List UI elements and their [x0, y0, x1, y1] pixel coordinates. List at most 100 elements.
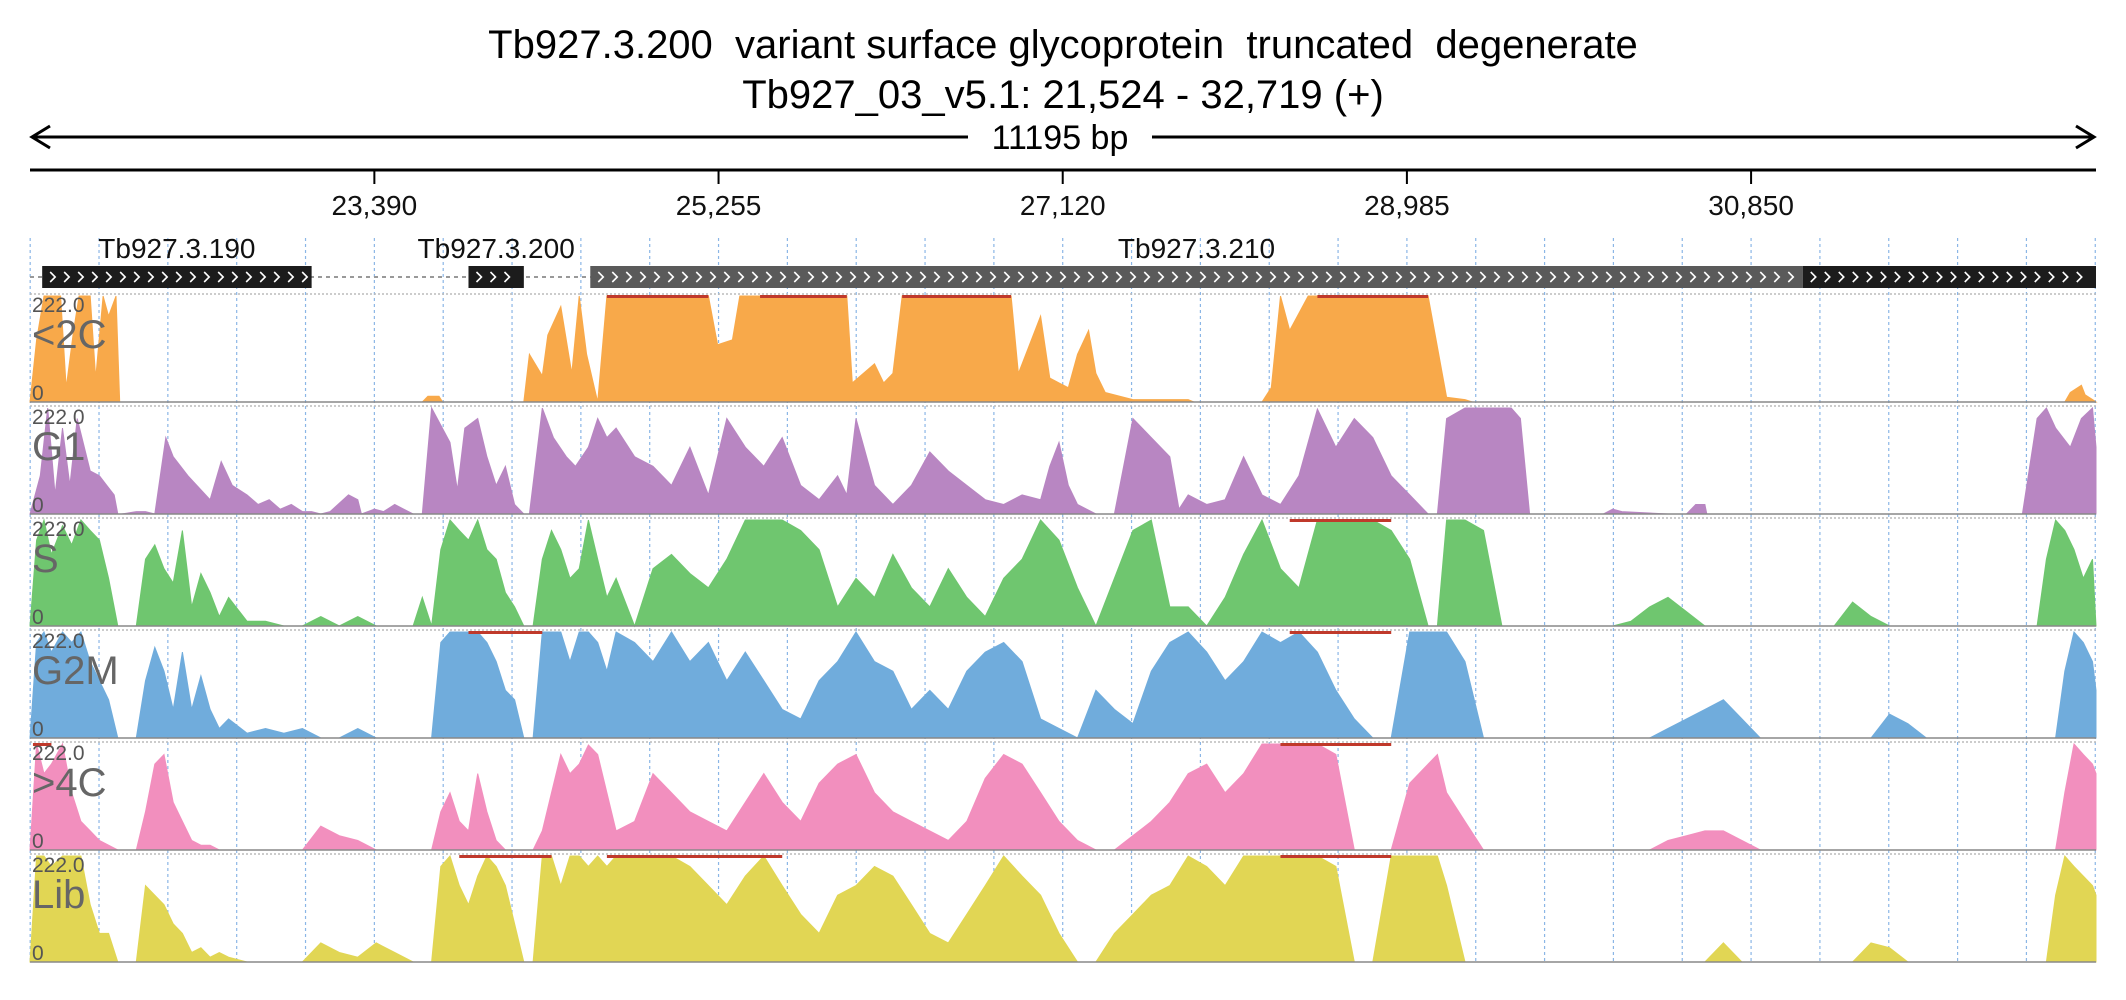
strand-arrow: [1409, 271, 1417, 283]
chart-title: Tb927.3.200 variant surface glycoprotein…: [488, 23, 1638, 67]
strand-arrow: [1339, 271, 1347, 283]
saturation-marker: [1280, 855, 1392, 858]
strand-arrow: [161, 271, 169, 283]
track-name-label: G1: [32, 425, 85, 469]
track-ymax-label: 222.0: [32, 630, 85, 653]
strand-arrow: [765, 271, 773, 283]
strand-arrow: [63, 271, 71, 283]
strand-arrow: [1381, 271, 1389, 283]
saturation-marker: [760, 295, 847, 298]
strand-arrow: [667, 271, 675, 283]
coverage-area: [29, 406, 2097, 515]
strand-arrow: [203, 271, 211, 283]
saturation-marker: [606, 855, 783, 858]
saturation-marker: [459, 855, 552, 858]
axis-tick-label: 25,255: [676, 190, 762, 221]
strand-arrow: [175, 271, 183, 283]
saturation-marker: [32, 743, 52, 746]
span-label: 11195 bp: [992, 119, 1129, 157]
strand-arrow: [1017, 271, 1025, 283]
track-ymin-label: 0: [32, 942, 44, 965]
strand-arrow: [821, 271, 829, 283]
strand-arrow: [597, 271, 605, 283]
strand-arrow: [231, 271, 239, 283]
strand-arrow: [1535, 271, 1543, 283]
track-ymax-label: 222.0: [32, 742, 85, 765]
strand-arrow: [1059, 271, 1067, 283]
track-ymin-label: 0: [32, 718, 44, 741]
gene-bar: [590, 266, 1803, 288]
strand-arrow: [1213, 271, 1221, 283]
strand-arrow: [961, 271, 969, 283]
strand-arrow: [273, 271, 281, 283]
coverage-track: 222.0 0 Lib: [29, 853, 2097, 965]
strand-arrow: [1838, 271, 1845, 283]
strand-arrow: [105, 271, 113, 283]
strand-arrow: [1003, 271, 1011, 283]
strand-arrow: [1619, 271, 1627, 283]
strand-arrow: [1577, 271, 1585, 283]
axis-tick-label: 28,985: [1364, 190, 1450, 221]
strand-arrow: [1978, 271, 1985, 283]
coordinate-axis: 23,390 25,255 27,120 28,985 30,850: [30, 168, 2096, 221]
coverage-track: 222.0 0 G1: [29, 405, 2097, 517]
strand-arrow: [1703, 271, 1711, 283]
strand-arrow: [1759, 271, 1767, 283]
strand-arrow: [147, 271, 155, 283]
strand-arrow: [503, 271, 511, 283]
strand-arrow: [1493, 271, 1501, 283]
track-ymax-label: 222.0: [32, 518, 85, 541]
strand-arrow: [2062, 271, 2069, 283]
strand-arrow: [133, 271, 141, 283]
strand-arrow: [1115, 271, 1123, 283]
track-ymax-label: 222.0: [32, 406, 85, 429]
strand-arrow: [975, 271, 983, 283]
gene-bar: [42, 266, 312, 288]
strand-arrow: [947, 271, 955, 283]
strand-arrow: [1325, 271, 1333, 283]
axis-tick-label: 30,850: [1708, 190, 1794, 221]
span-arrow: 11195 bp: [29, 119, 2097, 157]
strand-arrow: [1297, 271, 1305, 283]
gene-bar: [1802, 266, 2096, 288]
coverage-tracks: 222.00<2C222.00G1222.00S222.00G2M222.00>…: [29, 293, 2098, 965]
coverage-track: 222.0 0 >4C: [29, 741, 2097, 853]
strand-arrow: [1045, 271, 1053, 283]
strand-arrow: [989, 271, 997, 283]
strand-arrow: [625, 271, 633, 283]
strand-arrow: [1465, 271, 1473, 283]
strand-arrow: [1563, 271, 1571, 283]
strand-arrow: [1157, 271, 1165, 283]
axis-tick-label: 23,390: [332, 190, 418, 221]
strand-arrow: [1171, 271, 1179, 283]
strand-arrow: [737, 271, 745, 283]
span-arrowhead-right: [2075, 124, 2097, 150]
track-ymin-label: 0: [32, 382, 44, 405]
gene-label: Tb927.3.190: [98, 233, 255, 264]
strand-arrow: [2034, 271, 2041, 283]
track-name-label: Lib: [32, 873, 85, 917]
strand-arrow: [1647, 271, 1655, 283]
strand-arrow: [1745, 271, 1753, 283]
strand-arrow: [1866, 271, 1873, 283]
strand-arrow: [245, 271, 253, 283]
strand-arrow: [681, 271, 689, 283]
strand-arrow: [639, 271, 647, 283]
strand-arrow: [1689, 271, 1697, 283]
strand-arrow: [1633, 271, 1641, 283]
coverage-area: [29, 518, 2097, 628]
track-name-label: >4C: [32, 761, 107, 805]
strand-arrow: [1073, 271, 1081, 283]
gene-label: Tb927.3.200: [418, 233, 575, 264]
track-name-label: G2M: [32, 649, 119, 693]
coverage-track: 222.0 0 G2M: [29, 629, 2097, 741]
strand-arrow: [1787, 271, 1795, 283]
strand-arrow: [1269, 271, 1277, 283]
strand-arrow: [751, 271, 759, 283]
strand-arrow: [2076, 271, 2083, 283]
strand-arrow: [1950, 271, 1957, 283]
strand-arrow: [1129, 271, 1137, 283]
strand-arrow: [1479, 271, 1487, 283]
strand-arrow: [905, 271, 913, 283]
